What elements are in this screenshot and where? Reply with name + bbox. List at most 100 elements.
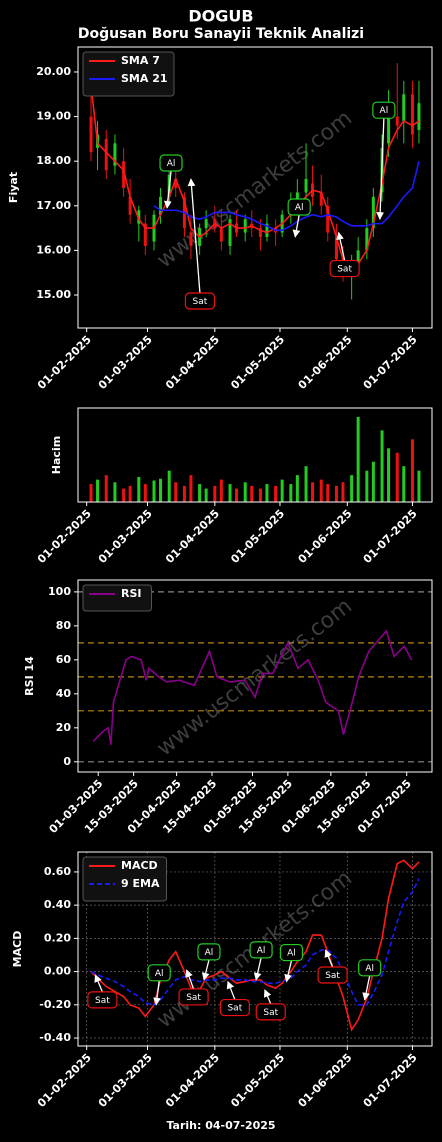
- annotation-box: [255, 1003, 286, 1021]
- volume-bar: [280, 479, 284, 502]
- volume-bar: [258, 488, 262, 502]
- annotation-box: [197, 943, 221, 961]
- annotation-text: Sat: [325, 971, 340, 981]
- annotation-text: Al: [287, 949, 296, 959]
- annotation-arrow: [94, 974, 103, 993]
- y-axis-label: MACD: [11, 931, 24, 968]
- legend-box: [82, 584, 152, 612]
- x-axis-label: Tarih: 04-07-2025: [166, 1119, 275, 1132]
- volume-bar: [174, 482, 178, 502]
- volume-bar: [334, 485, 338, 502]
- candle-body: [128, 196, 132, 215]
- annotation-text: Al: [205, 948, 214, 958]
- volume-bar: [243, 482, 247, 502]
- volume-bar: [326, 484, 330, 502]
- candle-body: [219, 228, 223, 242]
- y-tick-label: 60: [56, 653, 72, 666]
- volume-bar: [265, 484, 269, 502]
- volume-bar: [289, 484, 293, 502]
- annotation-arrow: [185, 969, 195, 990]
- volume-bar: [387, 448, 391, 502]
- legend: RSI: [82, 584, 152, 612]
- annotation-box: [147, 964, 171, 982]
- y-tick-label: 20: [56, 721, 72, 734]
- volume-bar: [356, 416, 360, 502]
- y-axis-label: Fiyat: [7, 172, 20, 203]
- volume-bar: [219, 479, 223, 502]
- candle-body: [395, 116, 399, 126]
- candle-body: [258, 228, 262, 238]
- annotation-text: Al: [257, 946, 266, 956]
- volume-bar: [380, 430, 384, 502]
- volume-bar: [104, 475, 108, 502]
- candle-body: [365, 228, 369, 251]
- candle-body: [143, 223, 147, 246]
- y-tick-label: 19.00: [36, 110, 71, 123]
- annotation-arrow: [226, 980, 236, 1000]
- y-tick-label: 0.60: [44, 865, 71, 878]
- y-tick-label: 16.00: [36, 243, 71, 256]
- volume-bar: [350, 475, 354, 502]
- volume-bar: [319, 479, 323, 502]
- candle-body: [356, 250, 360, 264]
- plot-frame: [77, 579, 433, 773]
- annotation-arrow: [336, 231, 346, 261]
- annotation-box: [317, 966, 348, 984]
- candle-body: [304, 179, 308, 193]
- candle-body: [204, 219, 208, 229]
- volume-bar: [311, 482, 315, 502]
- candle-body: [402, 94, 406, 122]
- legend: MACD 9 EMA: [82, 856, 167, 902]
- volume-bar: [341, 482, 345, 502]
- candle-body: [417, 103, 421, 130]
- candle-body: [228, 219, 232, 246]
- annotation-box: [329, 259, 360, 278]
- annotation-arrow: [284, 960, 293, 983]
- candle-body: [334, 237, 338, 260]
- legend-box: [82, 856, 167, 902]
- annotation-text: Sat: [186, 993, 201, 1003]
- y-tick-label: 15.00: [36, 288, 71, 301]
- annotation-box: [87, 991, 118, 1009]
- annotation-arrow: [187, 178, 201, 294]
- y-tick-label: 80: [56, 619, 72, 632]
- candle-body: [159, 196, 163, 215]
- annotation-box: [249, 941, 273, 959]
- annotation-text: Sat: [337, 265, 352, 275]
- candle-body: [387, 116, 391, 144]
- annotation-text: Sat: [227, 1004, 242, 1014]
- annotation-arrow: [163, 170, 172, 209]
- chart-subtitle: Doğusan Boru Sanayii Teknik Analizi: [78, 26, 364, 42]
- series-line: [92, 629, 413, 745]
- legend: SMA 7 SMA 21: [82, 51, 175, 97]
- volume-bar: [96, 479, 100, 502]
- annotation-arrow: [292, 214, 301, 238]
- candle-body: [326, 205, 330, 233]
- chart-title: DOGUB: [188, 7, 253, 26]
- y-tick-label: 0.40: [44, 898, 71, 911]
- annotation-text: Al: [365, 964, 374, 974]
- y-tick-label: 40: [56, 687, 72, 700]
- annotation-box: [184, 292, 216, 310]
- y-tick-label: 0: [63, 755, 71, 768]
- annotation-box: [372, 101, 396, 119]
- plot-frame: [77, 407, 433, 503]
- legend-label: SMA 21: [121, 72, 168, 85]
- volume-bar: [89, 484, 93, 502]
- volume-bar: [137, 476, 141, 502]
- volume-bar: [365, 470, 369, 502]
- y-axis-label: RSI 14: [23, 656, 36, 696]
- annotation-arrow: [362, 975, 371, 1001]
- annotation-text: Al: [155, 969, 164, 979]
- volume-bar: [143, 484, 147, 502]
- annotation-arrow: [253, 957, 262, 981]
- annotation-box: [287, 198, 311, 216]
- annotation-text: Al: [167, 159, 176, 169]
- annotation-text: Sat: [95, 996, 110, 1006]
- volume-bar: [213, 485, 217, 502]
- volume-bar: [295, 475, 299, 502]
- volume-bar: [152, 480, 156, 502]
- legend-box: [82, 51, 175, 97]
- y-tick-label: -0.20: [39, 998, 71, 1011]
